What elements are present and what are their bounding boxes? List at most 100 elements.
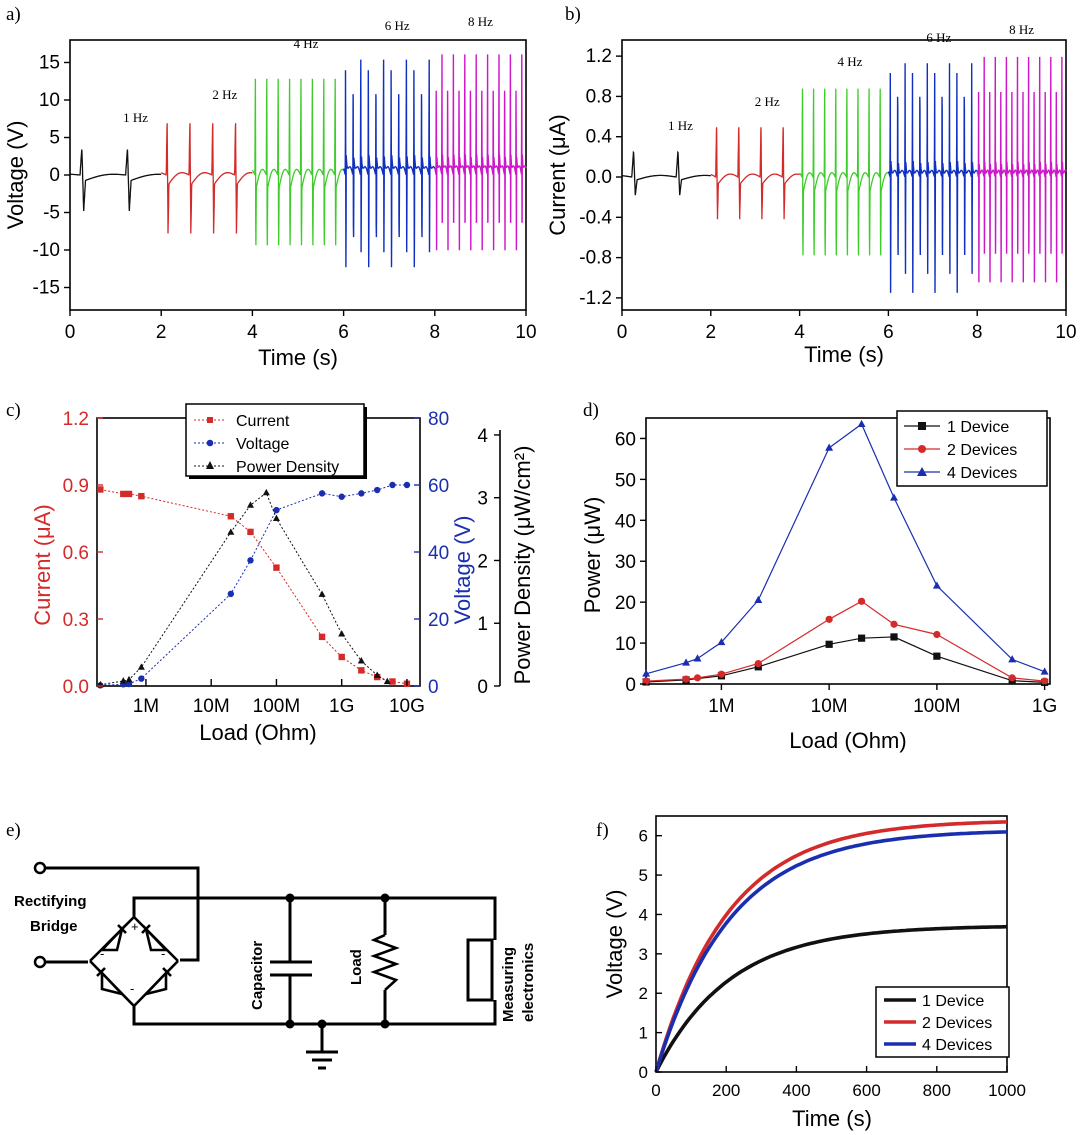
panel-f-legend-4-devices: 4 Devices bbox=[922, 1037, 992, 1054]
current-y-tick-label: 0.6 bbox=[63, 543, 89, 564]
panel-d-legend-2-marker bbox=[918, 445, 926, 453]
waveform-6-hz bbox=[887, 63, 978, 293]
data-point-power-density bbox=[119, 677, 127, 684]
frequency-annotation: 6 Hz bbox=[385, 18, 410, 33]
x-tick-label: 8 bbox=[972, 322, 983, 343]
y-tick-label: 2 bbox=[639, 984, 648, 1003]
panel-f-frame bbox=[655, 815, 1008, 1073]
current-y-tick-label: 0.9 bbox=[63, 476, 89, 497]
panel-d-y-label: Power (μW) bbox=[580, 497, 605, 614]
data-point-current bbox=[120, 490, 127, 498]
junction-dot bbox=[285, 893, 295, 903]
panel-a-frequency-labels: 1 Hz 2 Hz 4 Hz 6 Hz 8 Hz bbox=[123, 14, 493, 125]
input-terminal-bottom bbox=[33, 955, 47, 969]
waveform-8-hz bbox=[976, 56, 1067, 283]
junction-dot bbox=[380, 1019, 390, 1029]
x-tick-label: 2 bbox=[156, 322, 167, 343]
capacitor-label: Capacitor bbox=[249, 941, 266, 1010]
frequency-annotation: 1 Hz bbox=[123, 110, 148, 125]
waveform-4-hz bbox=[251, 78, 345, 246]
x-tick-label: 10M bbox=[193, 696, 230, 717]
data-point-2-devices bbox=[693, 674, 702, 682]
junction-dots bbox=[285, 893, 390, 1029]
power-density-y-tick-label: 1 bbox=[477, 614, 488, 635]
measuring-label-line2: electronics bbox=[520, 943, 537, 1022]
panel-c-legend-voltage: Voltage bbox=[236, 436, 289, 453]
data-point-2-devices bbox=[890, 620, 898, 628]
panel-f-legend-1-device: 1 Device bbox=[922, 993, 984, 1010]
wire-top-rail bbox=[132, 896, 497, 940]
y-tick-label: 0.4 bbox=[586, 127, 613, 148]
y-tick-label: 0.0 bbox=[586, 167, 612, 188]
x-tick-label: 6 bbox=[338, 322, 349, 343]
panel-d-ticks: 1M 10M 100M 1G 0 10 20 30 40 50 60 bbox=[615, 429, 1057, 717]
data-point-2-devices bbox=[825, 615, 833, 623]
panel-a-plot-area bbox=[70, 54, 527, 268]
panel-a-voltage-vs-time: a) -15 -10 -5 0 5 10 15 0 2 4 6 8 10 1 Hz 2 Hz 4 Hz 6 … bbox=[3, 4, 537, 370]
frequency-annotation: 4 Hz bbox=[838, 54, 863, 69]
x-tick-label: 1G bbox=[1032, 696, 1057, 717]
panel-a-label: a) bbox=[6, 4, 21, 25]
waveform-2-hz bbox=[161, 123, 253, 234]
data-point-1-device bbox=[825, 640, 833, 648]
panel-b-frequency-labels: 1 Hz 2 Hz 4 Hz 6 Hz 8 Hz bbox=[668, 22, 1034, 133]
y-tick-label: 4 bbox=[639, 905, 648, 924]
data-point-voltage bbox=[125, 680, 133, 688]
data-point-voltage bbox=[227, 590, 235, 598]
panel-f-x-label: Time (s) bbox=[792, 1106, 872, 1131]
data-point-2-devices bbox=[1041, 677, 1049, 685]
x-tick-label: 0 bbox=[651, 1081, 660, 1100]
y-tick-label: -0.4 bbox=[579, 207, 612, 228]
current-y-tick-label: 1.2 bbox=[63, 409, 89, 430]
panel-a-y-ticks: -15 -10 -5 0 5 10 15 bbox=[33, 53, 70, 299]
x-tick-label: 0 bbox=[617, 322, 628, 343]
y-tick-label: 5 bbox=[639, 866, 648, 885]
y-tick-label: 5 bbox=[49, 128, 60, 149]
waveform-8-hz bbox=[434, 54, 527, 251]
data-point-power-density bbox=[246, 501, 254, 508]
panel-d-plot-area bbox=[642, 419, 1049, 686]
power-density-y-tick-label: 2 bbox=[477, 551, 488, 572]
y-tick-label: 15 bbox=[39, 53, 60, 74]
diode-bottom-right bbox=[141, 969, 168, 997]
x-tick-label: 4 bbox=[247, 322, 258, 343]
panel-a-x-label: Time (s) bbox=[258, 345, 338, 370]
rectifying-bridge-symbol bbox=[89, 916, 179, 1007]
y-tick-label: 20 bbox=[615, 593, 636, 614]
x-tick-label: 600 bbox=[852, 1081, 880, 1100]
y-tick-label: -10 bbox=[33, 240, 60, 261]
data-point-current bbox=[138, 492, 145, 500]
voltage-y-tick-label: 40 bbox=[428, 543, 449, 564]
x-tick-label: 200 bbox=[712, 1081, 740, 1100]
x-tick-label: 10M bbox=[811, 696, 848, 717]
measuring-label-line1: Measuring bbox=[500, 947, 517, 1022]
x-tick-label: 1M bbox=[708, 696, 734, 717]
waveform-1-hz bbox=[622, 150, 711, 196]
panel-b-label: b) bbox=[565, 4, 581, 25]
voltage-y-tick-label: 20 bbox=[428, 610, 449, 631]
waveform-1-hz bbox=[70, 149, 162, 212]
data-point-voltage bbox=[247, 557, 254, 564]
panel-c-legend-power-density: Power Density bbox=[236, 459, 339, 476]
frequency-annotation: 2 Hz bbox=[755, 94, 780, 109]
x-tick-label: 10G bbox=[389, 696, 425, 717]
data-point-current bbox=[125, 490, 133, 498]
diode-top-left bbox=[98, 924, 125, 952]
data-point-power-density bbox=[125, 675, 133, 683]
power-density-y-tick-label: 3 bbox=[477, 489, 488, 510]
circuit-wires bbox=[42, 866, 497, 1052]
charging-curve-1-device bbox=[654, 924, 1008, 1073]
diode-bottom-left bbox=[100, 969, 127, 997]
x-tick-label: 6 bbox=[883, 322, 894, 343]
x-tick-label: 0 bbox=[65, 322, 76, 343]
y-tick-label: -15 bbox=[33, 278, 60, 299]
data-point-4-devices bbox=[890, 493, 898, 501]
wire-top-input bbox=[42, 866, 200, 962]
power-density-y-tick-label: 0 bbox=[477, 677, 488, 698]
panel-f-legend: 1 Device 2 Devices 4 Devices bbox=[875, 986, 1010, 1058]
load-label: Load bbox=[348, 949, 365, 985]
y-tick-label: 30 bbox=[615, 552, 636, 573]
panel-d-legend-4-devices: 4 Devices bbox=[947, 465, 1017, 482]
current-y-tick-label: 0.3 bbox=[63, 610, 89, 631]
